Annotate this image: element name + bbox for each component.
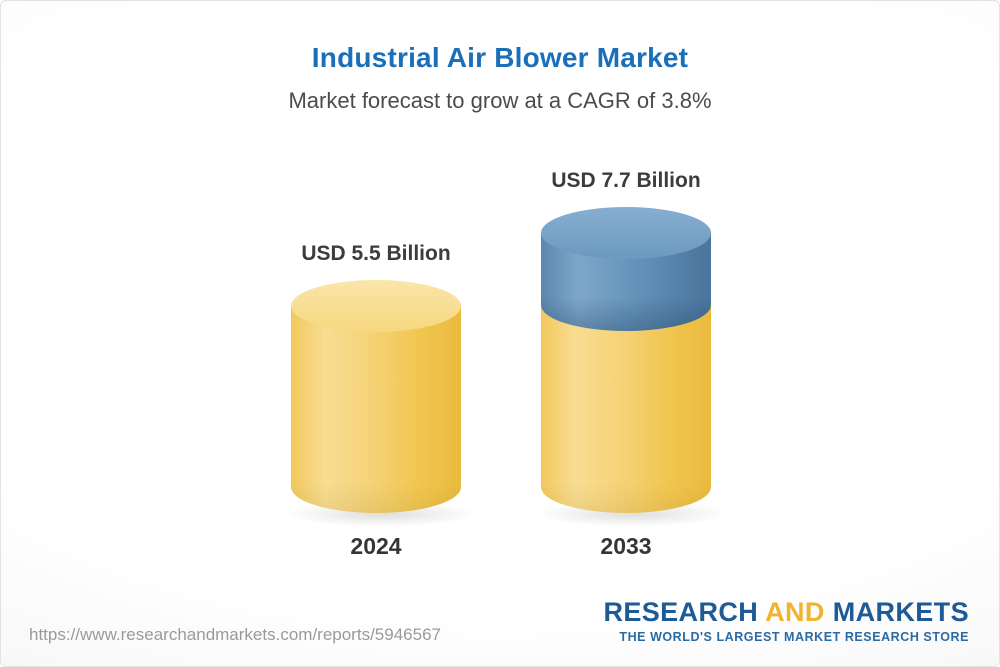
value-label-2033: USD 7.7 Billion	[551, 168, 701, 192]
logo-word-and: AND	[765, 597, 825, 627]
value-label-2024: USD 5.5 Billion	[301, 241, 451, 265]
cylinder-cap	[541, 206, 711, 259]
page-title: Industrial Air Blower Market	[311, 42, 689, 73]
cylinder-segment-yellow	[291, 305, 461, 513]
logo-tagline: THE WORLD'S LARGEST MARKET RESEARCH STOR…	[619, 630, 969, 645]
page-subtitle: Market forecast to grow at a CAGR of 3.8…	[288, 88, 712, 113]
logo-word-research: RESEARCH	[603, 597, 759, 627]
year-label-2024: 2024	[350, 533, 402, 559]
company-logo: RESEARCH AND MARKETS THE WORLD'S LARGEST…	[603, 598, 969, 645]
logo-wordmark: RESEARCH AND MARKETS	[603, 598, 969, 626]
logo-word-markets: MARKETS	[832, 597, 969, 627]
cylinder-segment-yellow	[541, 305, 711, 513]
year-label-2033: 2033	[600, 533, 652, 559]
bar-group-2033: USD 7.7 Billion 2033	[535, 1, 729, 601]
cylinder-cap	[291, 279, 461, 332]
report-url-link[interactable]: https://www.researchandmarkets.com/repor…	[29, 625, 441, 644]
bar-group-2024: USD 5.5 Billion 2024	[285, 1, 479, 601]
